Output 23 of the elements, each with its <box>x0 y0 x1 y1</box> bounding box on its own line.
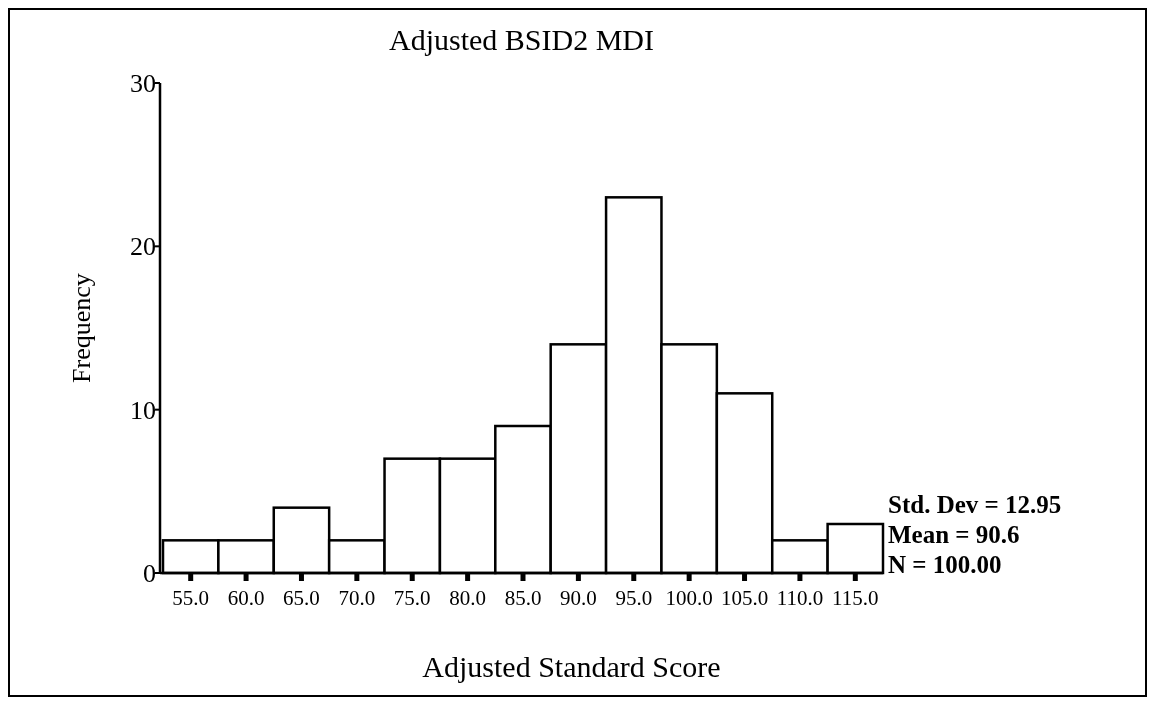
text: Mean = 90.6 <box>888 521 1020 548</box>
x-tick-label: 80.0 <box>449 586 486 610</box>
x-tick-label: 90.0 <box>560 586 597 610</box>
chart-title: Adjusted BSID2 MDI <box>388 23 655 56</box>
y-tick-label: 0 <box>143 559 156 589</box>
x-tick-label: 110.0 <box>776 586 824 610</box>
x-tick-label: 105.0 <box>720 586 769 610</box>
y-tick-label: 20 <box>130 232 156 262</box>
x-tick-label: 75.0 <box>393 586 431 610</box>
x-tick-label: 100.0 <box>665 586 713 610</box>
x-tick-label: 60.0 <box>227 586 265 610</box>
x-tick-label: 70.0 <box>338 586 376 610</box>
y-tick-label: 30 <box>130 69 156 99</box>
x-axis-title: Adjusted Standard Score <box>422 650 721 683</box>
text: N = 100.00 <box>888 551 1002 578</box>
x-tick-label: 95.0 <box>615 586 653 610</box>
x-tick-label: 65.0 <box>283 586 320 610</box>
x-tick-label: 55.0 <box>172 586 210 610</box>
y-axis-title: Frequency <box>67 273 96 383</box>
x-tick-label: 85.0 <box>504 586 542 610</box>
y-tick-label: 10 <box>130 395 156 425</box>
text: Std. Dev = 12.95 <box>888 491 1062 518</box>
x-tick-label: 115.0 <box>832 586 879 610</box>
